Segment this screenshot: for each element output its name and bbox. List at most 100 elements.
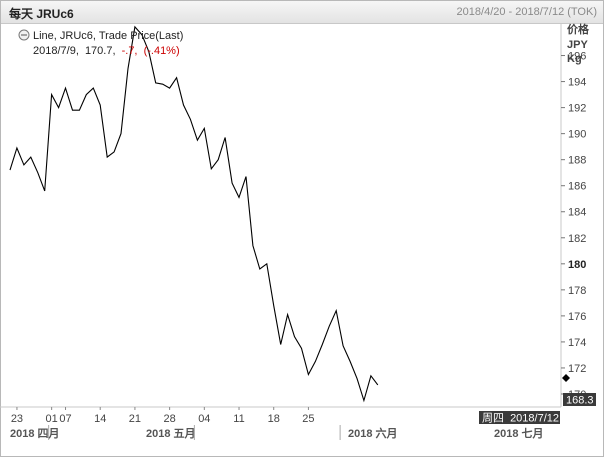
data-point [64, 87, 67, 90]
data-point [57, 106, 60, 109]
data-point [189, 118, 192, 121]
x-tick-label: 04 [198, 413, 210, 425]
data-point [182, 104, 185, 107]
data-point [29, 156, 32, 159]
line-layer [9, 25, 379, 403]
legend-change-pct: (-.41%) [144, 45, 180, 57]
x-tick-label: 01 [46, 413, 58, 425]
data-point [71, 109, 74, 112]
date-range-label: 2018/4/20 - 2018/7/12 (TOK) [456, 6, 597, 18]
legend: Line, JRUc6, Trade Price(Last) 2018/7/9,… [18, 29, 183, 57]
y-tick-label: 172 [568, 363, 586, 375]
data-point [231, 182, 234, 185]
x-tick-label: 14 [94, 413, 106, 425]
chart-title: 每天 JRUc6 [9, 7, 74, 21]
data-point [251, 244, 254, 247]
legend-icon[interactable] [18, 29, 30, 41]
y-axis-label-unit: Kg [567, 53, 582, 65]
y-tick-label: 184 [568, 207, 586, 219]
data-point [120, 132, 123, 135]
y-tick-label: 196 [568, 51, 586, 63]
y-tick-label: 180 [568, 259, 586, 271]
legend-last-date: 2018/7/9, [33, 45, 79, 57]
x-tick-label: 23 [11, 413, 23, 425]
data-point [15, 146, 18, 149]
price-series-line [9, 25, 379, 403]
y-tick-label: 176 [568, 311, 586, 323]
data-point [154, 81, 157, 84]
data-point [9, 169, 12, 172]
legend-series-desc: Line, JRUc6, Trade Price(Last) [33, 30, 183, 42]
data-point [224, 136, 227, 139]
diamond-marker-icon [562, 374, 570, 382]
data-point [43, 189, 46, 192]
data-point [272, 304, 275, 307]
x-tick-label: 11 [233, 413, 244, 425]
data-point [265, 262, 268, 265]
y-axis-label-price: 价格 [567, 22, 590, 36]
y-tick-label: 188 [568, 155, 586, 167]
y-tick-label: 186 [568, 181, 586, 193]
data-point [36, 171, 39, 174]
data-point [335, 309, 338, 312]
legend-last-value: 170.7, [85, 45, 116, 57]
data-point [238, 196, 241, 199]
svg-text:周四 2018/7/12: 周四 2018/7/12 [482, 412, 559, 425]
y-tick-label: 182 [568, 233, 586, 245]
data-point [342, 344, 345, 347]
data-point [196, 139, 199, 142]
data-point [307, 373, 310, 376]
y-tick-label: 190 [568, 129, 586, 141]
last-price-box [563, 393, 596, 406]
data-point [314, 360, 317, 363]
y-axis-label-currency: JPY [567, 39, 588, 51]
data-point [279, 343, 282, 346]
y-axis-label: 价格 JPY Kg [567, 22, 590, 65]
x-tick-label: 07 [59, 413, 71, 425]
chart-title-bar: 每天 JRUc6 2018/4/20 - 2018/7/12 (TOK) [1, 1, 603, 24]
data-point [78, 109, 81, 112]
data-point [217, 158, 220, 161]
y-tick-label: 194 [568, 77, 586, 89]
data-point [203, 127, 206, 130]
svg-text:2018/7/9, 170.7, -: 2018/7/9, 170.7, -.7, (-.41%) [33, 45, 180, 57]
data-point [244, 175, 247, 178]
data-point [376, 383, 379, 386]
x-tick-label: 25 [302, 413, 314, 425]
data-point [356, 377, 359, 380]
data-point [85, 93, 88, 96]
cursor-box [479, 411, 560, 424]
data-point [328, 325, 331, 328]
data-point [286, 313, 289, 316]
last-price-marker: 168.3 [562, 374, 596, 407]
cursor-day: 周四 [482, 412, 504, 425]
data-point [106, 156, 109, 159]
data-point [175, 76, 178, 79]
y-axis: 1701721741761781801821841861881901921941… [560, 23, 586, 407]
last-price-label: 168.3 [566, 395, 594, 407]
data-point [293, 335, 296, 338]
y-tick-label: 178 [568, 285, 586, 297]
x-tick-label: 28 [163, 413, 175, 425]
data-point [161, 83, 164, 86]
month-label: 2018 七月 [494, 426, 544, 440]
legend-change: -.7, [122, 45, 138, 57]
x-axis: 23 01 07 14 21 28 04 11 18 25 2018 四月 2018 五月 2018 六… [0, 406, 561, 440]
data-point [369, 374, 372, 377]
data-point [133, 25, 136, 28]
month-label: 2018 五月 [146, 427, 196, 440]
data-point [362, 399, 365, 402]
data-point [126, 67, 129, 70]
data-point [258, 268, 261, 271]
y-tick-label: 192 [568, 103, 586, 115]
x-tick-label: 21 [129, 413, 141, 425]
data-point [113, 150, 116, 153]
data-point [168, 87, 171, 90]
month-label: 2018 六月 [348, 426, 398, 440]
x-tick-label: 18 [268, 413, 280, 425]
cursor-date: 2018/7/12 [510, 413, 559, 425]
month-label: 2018 四月 [10, 427, 60, 440]
data-point [300, 347, 303, 350]
